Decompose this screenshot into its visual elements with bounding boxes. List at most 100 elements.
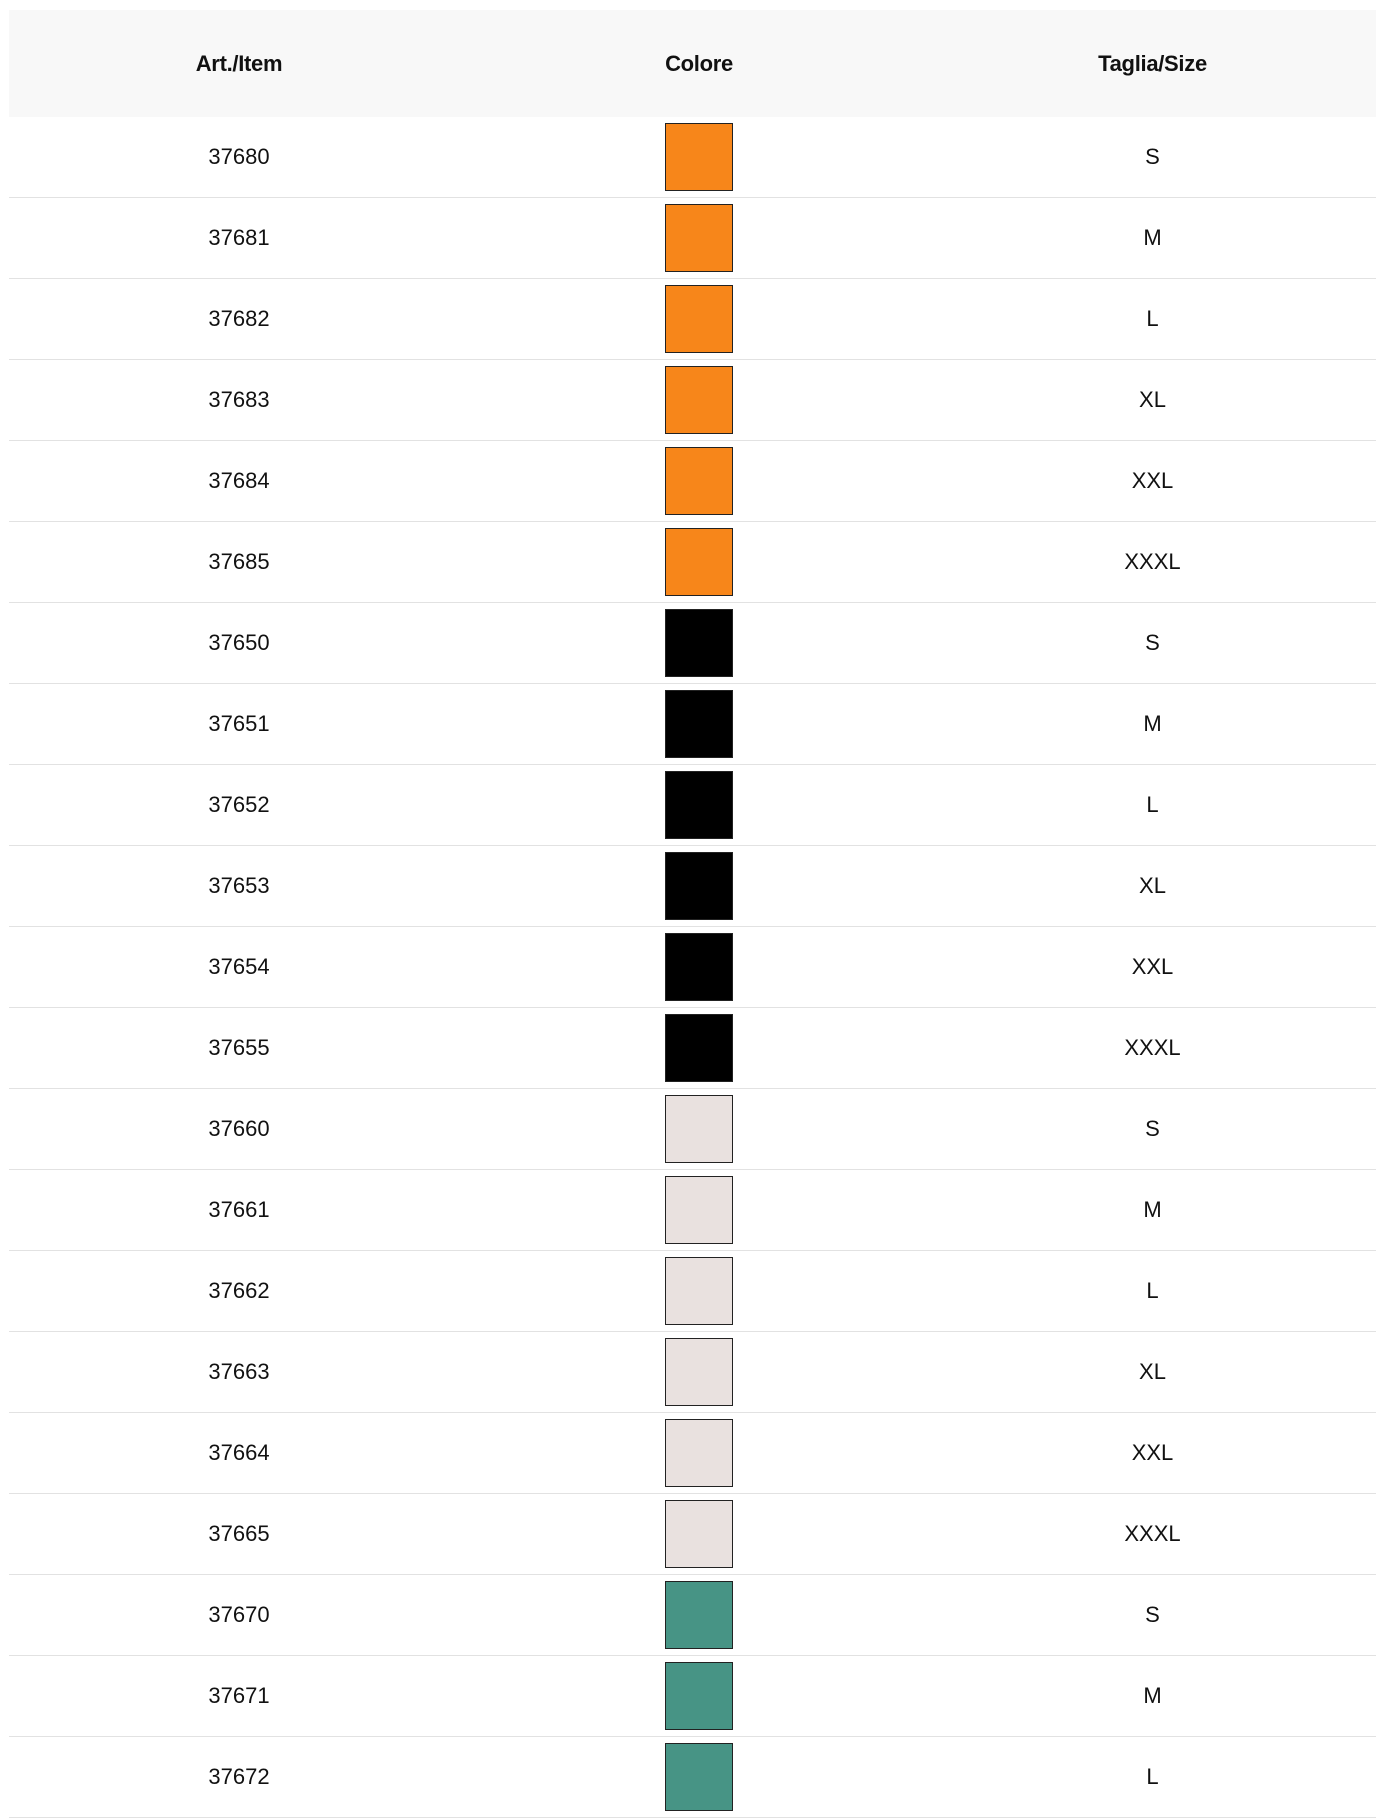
- table-row: 37660 S: [9, 1089, 1376, 1170]
- color-cell: [469, 1581, 929, 1649]
- color-swatch: [665, 1581, 733, 1649]
- size-label: S: [1145, 1602, 1160, 1627]
- item-code: 37665: [208, 1521, 270, 1546]
- color-swatch: [665, 1257, 733, 1325]
- item-code: 37660: [208, 1116, 270, 1141]
- table-row: 37661 M: [9, 1170, 1376, 1251]
- item-code: 37680: [208, 144, 270, 169]
- item-code: 37650: [208, 630, 270, 655]
- table-row: 37685 XXXL: [9, 522, 1376, 603]
- table-row: 37655 XXXL: [9, 1008, 1376, 1089]
- color-swatch: [665, 852, 733, 920]
- size-label: XXXL: [1124, 1035, 1181, 1060]
- color-swatch: [665, 933, 733, 1001]
- size-label: M: [1143, 1197, 1162, 1222]
- color-swatch: [665, 204, 733, 272]
- item-code: 37682: [208, 306, 270, 331]
- size-label: XXXL: [1124, 1521, 1181, 1546]
- color-cell: [469, 528, 929, 596]
- size-label: L: [1146, 306, 1159, 331]
- product-table: Art./Item Colore Taglia/Size 37680 S 37681…: [9, 10, 1376, 1818]
- color-cell: [469, 1257, 929, 1325]
- item-code: 37681: [208, 225, 270, 250]
- size-label: XXXL: [1124, 549, 1181, 574]
- color-swatch: [665, 1662, 733, 1730]
- size-label: XXL: [1131, 954, 1174, 979]
- item-code: 37663: [208, 1359, 270, 1384]
- size-label: S: [1145, 144, 1160, 169]
- item-code: 37661: [208, 1197, 270, 1222]
- color-swatch: [665, 1176, 733, 1244]
- table-row: 37663 XL: [9, 1332, 1376, 1413]
- color-swatch: [665, 1014, 733, 1082]
- table-row: 37681 M: [9, 198, 1376, 279]
- color-cell: [469, 366, 929, 434]
- size-label: M: [1143, 225, 1162, 250]
- header-color: Colore: [665, 50, 733, 76]
- size-label: M: [1143, 711, 1162, 736]
- table-row: 37653 XL: [9, 846, 1376, 927]
- size-label: XL: [1139, 873, 1166, 898]
- color-swatch: [665, 447, 733, 515]
- size-label: L: [1146, 792, 1159, 817]
- color-swatch: [665, 609, 733, 677]
- color-swatch: [665, 285, 733, 353]
- item-code: 37685: [208, 549, 270, 574]
- color-cell: [469, 1014, 929, 1082]
- table-row: 37665 XXXL: [9, 1494, 1376, 1575]
- color-cell: [469, 1743, 929, 1811]
- item-code: 37655: [208, 1035, 270, 1060]
- item-code: 37662: [208, 1278, 270, 1303]
- item-code: 37684: [208, 468, 270, 493]
- color-cell: [469, 447, 929, 515]
- color-swatch: [665, 366, 733, 434]
- color-swatch: [665, 1338, 733, 1406]
- item-code: 37652: [208, 792, 270, 817]
- size-label: S: [1145, 1116, 1160, 1141]
- size-label: XL: [1139, 387, 1166, 412]
- size-label: XL: [1139, 1359, 1166, 1384]
- color-swatch: [665, 1419, 733, 1487]
- table-row: 37684 XXL: [9, 441, 1376, 522]
- color-swatch: [665, 1500, 733, 1568]
- table-row: 37652 L: [9, 765, 1376, 846]
- color-cell: [469, 285, 929, 353]
- table-row: 37672 L: [9, 1737, 1376, 1818]
- color-swatch: [665, 690, 733, 758]
- header-item: Art./Item: [195, 50, 283, 76]
- item-code: 37654: [208, 954, 270, 979]
- color-swatch: [665, 1095, 733, 1163]
- header-size: Taglia/Size: [1098, 50, 1207, 76]
- table-header: Art./Item Colore Taglia/Size: [9, 10, 1376, 117]
- color-swatch: [665, 528, 733, 596]
- color-cell: [469, 1176, 929, 1244]
- color-cell: [469, 933, 929, 1001]
- table-row: 37664 XXL: [9, 1413, 1376, 1494]
- table-row: 37651 M: [9, 684, 1376, 765]
- color-swatch: [665, 123, 733, 191]
- color-cell: [469, 690, 929, 758]
- size-label: XXL: [1131, 1440, 1174, 1465]
- color-swatch: [665, 771, 733, 839]
- item-code: 37651: [208, 711, 270, 736]
- size-label: L: [1146, 1278, 1159, 1303]
- size-label: M: [1143, 1683, 1162, 1708]
- color-cell: [469, 609, 929, 677]
- color-cell: [469, 1500, 929, 1568]
- size-label: XXL: [1131, 468, 1174, 493]
- item-code: 37664: [208, 1440, 270, 1465]
- color-cell: [469, 204, 929, 272]
- table-body: 37680 S 37681 M 37682 L 37683 XL 37684 XXL 37685 XX…: [9, 117, 1376, 1818]
- table-row: 37680 S: [9, 117, 1376, 198]
- table-row: 37683 XL: [9, 360, 1376, 441]
- color-cell: [469, 123, 929, 191]
- color-cell: [469, 1662, 929, 1730]
- table-row: 37662 L: [9, 1251, 1376, 1332]
- color-cell: [469, 1419, 929, 1487]
- color-swatch: [665, 1743, 733, 1811]
- color-cell: [469, 852, 929, 920]
- size-label: S: [1145, 630, 1160, 655]
- item-code: 37670: [208, 1602, 270, 1627]
- color-cell: [469, 1095, 929, 1163]
- table-row: 37670 S: [9, 1575, 1376, 1656]
